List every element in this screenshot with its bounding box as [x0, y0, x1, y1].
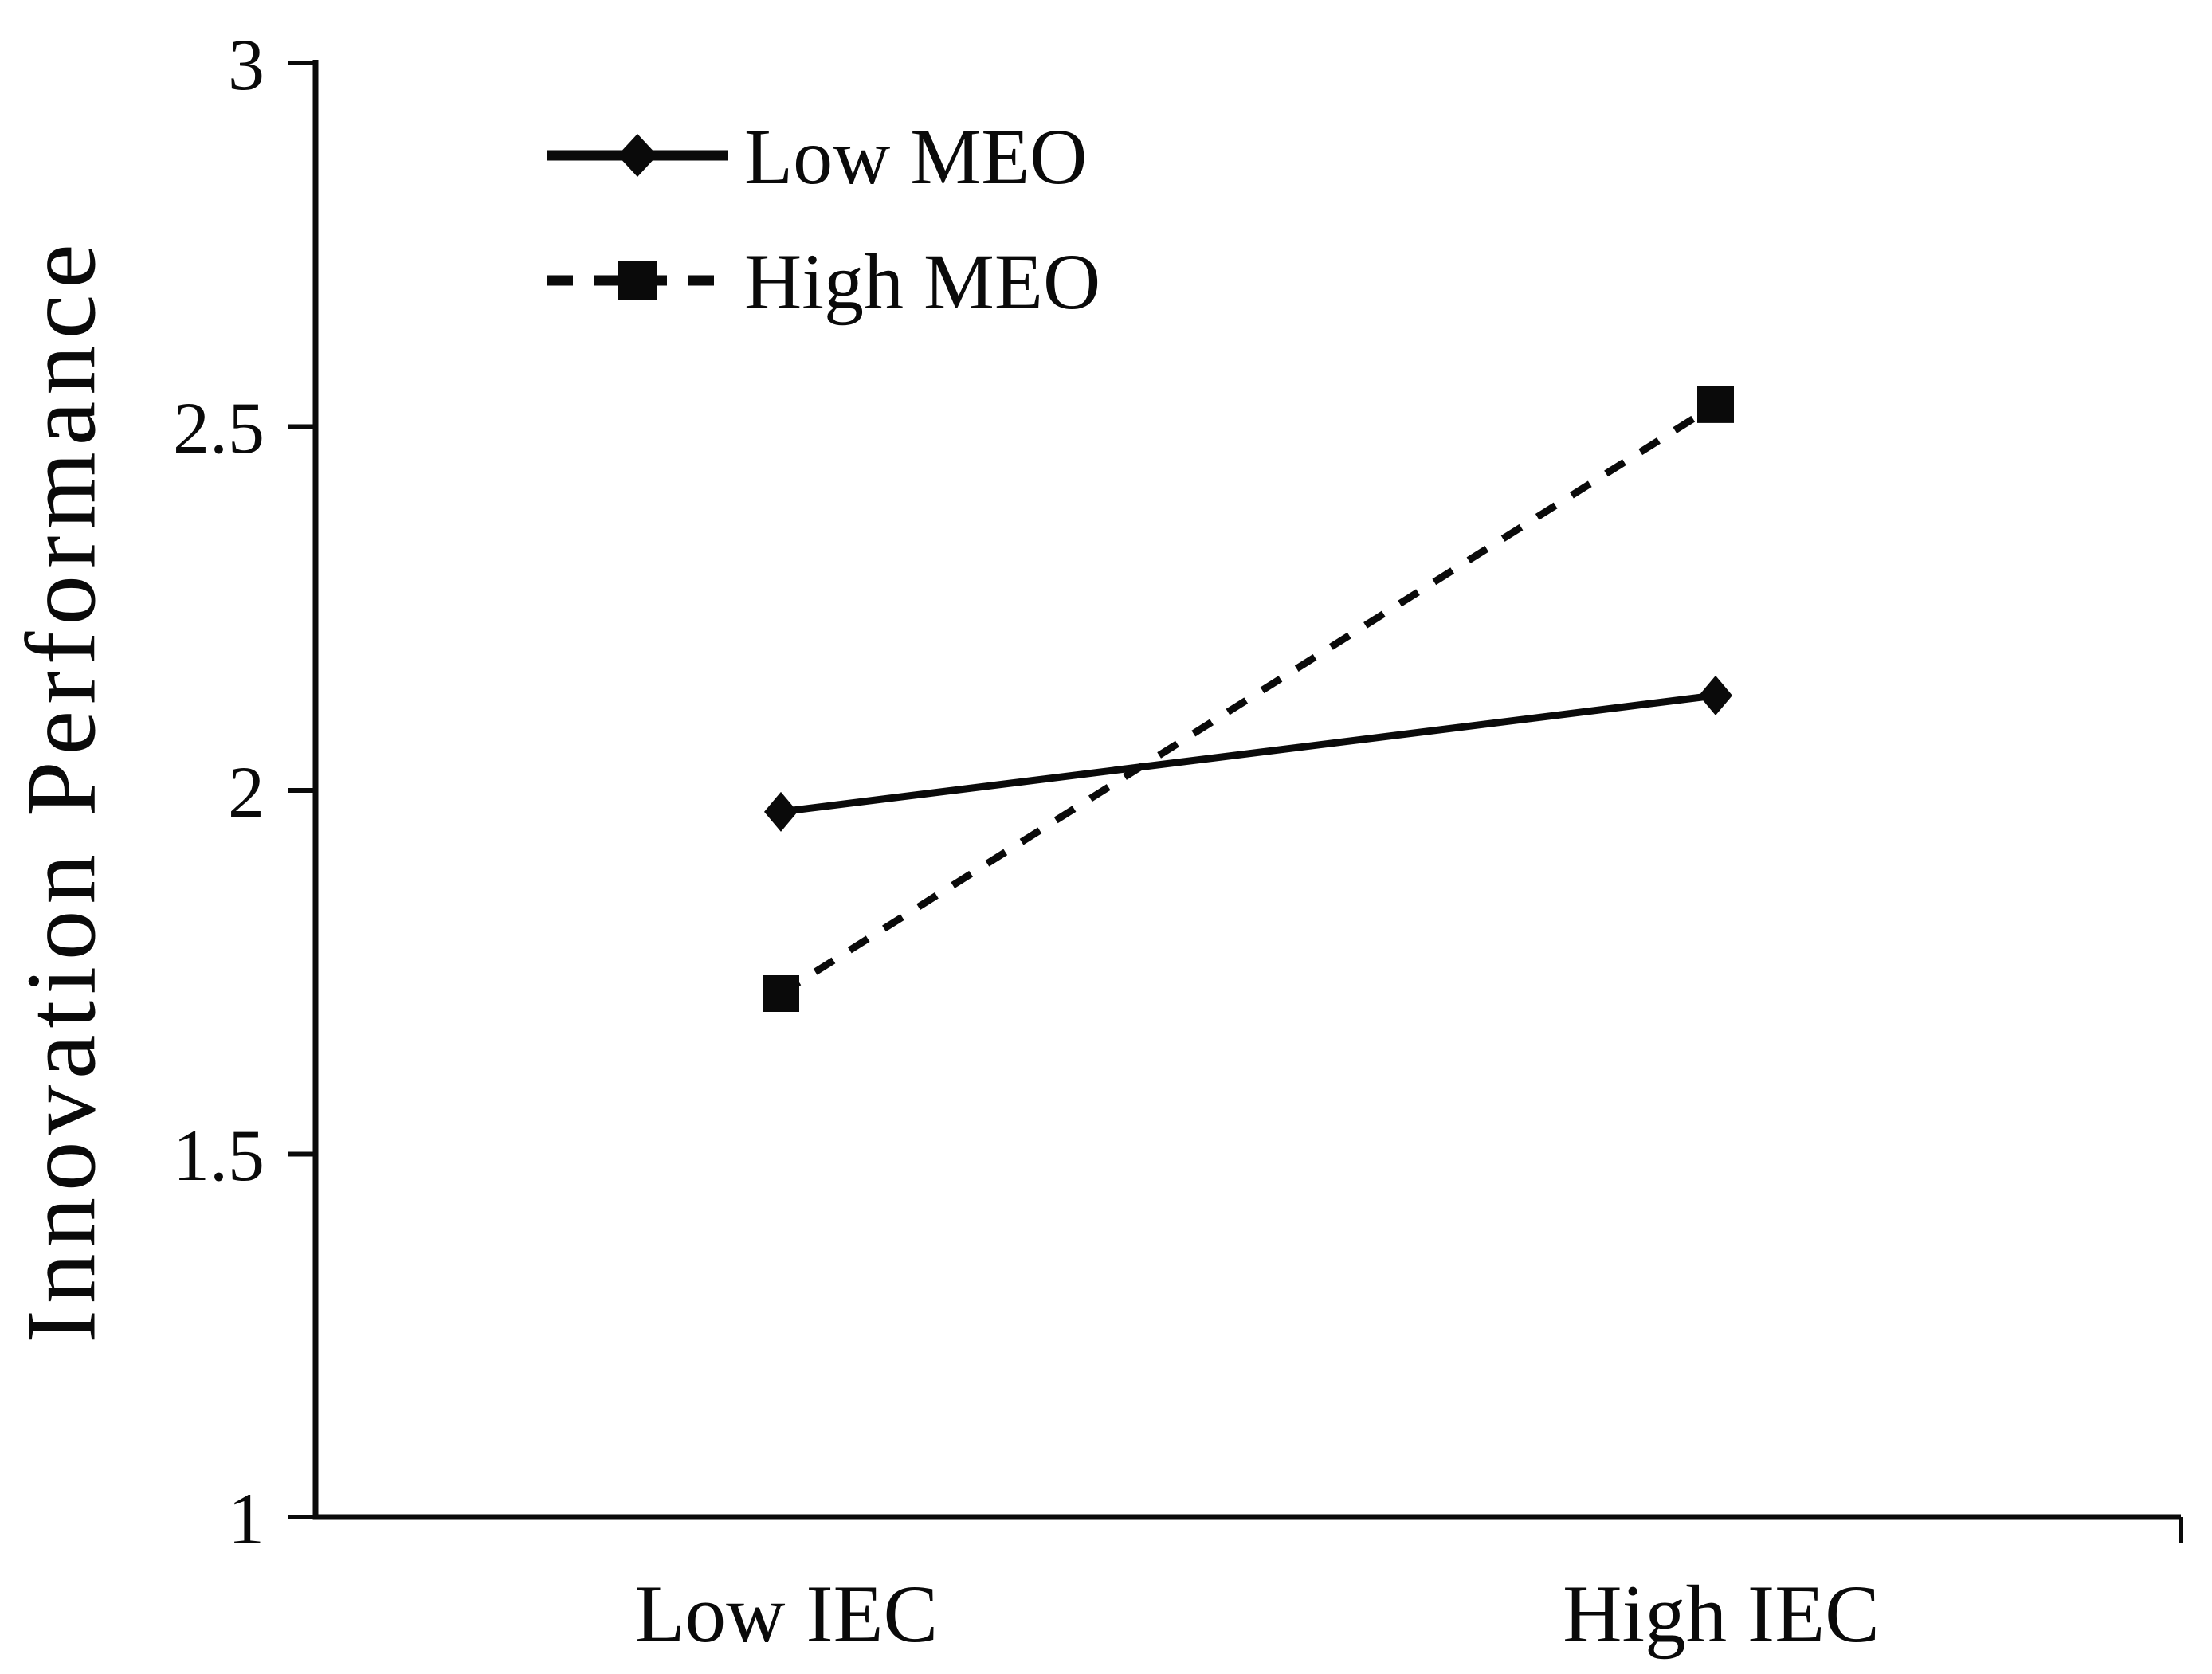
- square-data-point: [1697, 386, 1734, 423]
- diamond-marker-icon: [618, 134, 657, 177]
- legend-item-low-meo: Low MEO: [547, 112, 1088, 201]
- square-marker-icon: [618, 261, 657, 300]
- y-tick-label: 2.5: [173, 387, 265, 468]
- y-axis: 3 2.5 2 1.5 1: [173, 24, 319, 1559]
- y-axis-title: Innovation Performance: [6, 237, 116, 1343]
- series-line: [780, 692, 1716, 816]
- legend-label: High MEO: [744, 237, 1100, 326]
- y-tick-label: 1.5: [173, 1115, 265, 1196]
- square-data-point: [763, 975, 799, 1012]
- x-axis: Low IEC High IEC: [312, 1514, 2183, 1660]
- legend-item-high-meo: High MEO: [547, 237, 1100, 326]
- x-category-label: High IEC: [1563, 1569, 1880, 1660]
- series-high-meo: [763, 386, 1734, 1012]
- y-tick-label: 3: [228, 24, 265, 105]
- diamond-data-point: [1699, 675, 1732, 715]
- series-line: [779, 402, 1718, 997]
- legend-label: Low MEO: [744, 112, 1088, 201]
- series-low-meo: [764, 675, 1732, 832]
- x-category-label: Low IEC: [635, 1569, 938, 1660]
- legend: Low MEO High MEO: [547, 112, 1100, 326]
- y-tick-label: 1: [228, 1478, 265, 1559]
- diamond-data-point: [764, 791, 798, 832]
- y-tick-label: 2: [228, 751, 265, 833]
